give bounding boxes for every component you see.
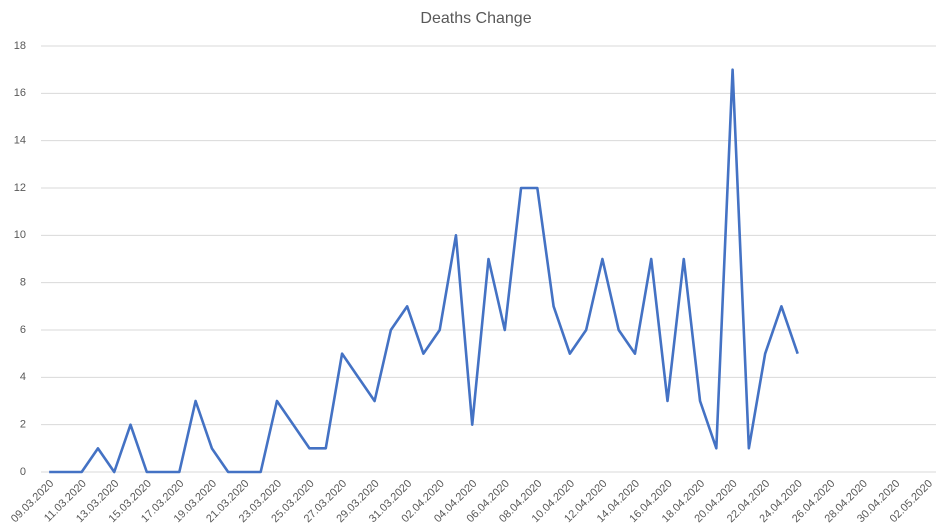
y-tick-label: 10 <box>14 229 26 241</box>
data-line <box>49 68 799 474</box>
y-tick-label: 4 <box>20 371 26 383</box>
y-tick-label: 2 <box>20 419 26 431</box>
y-tick-label: 8 <box>20 277 26 289</box>
chart-title: Deaths Change <box>420 10 531 27</box>
y-tick-label: 6 <box>20 324 26 336</box>
y-tick-label: 18 <box>14 40 26 52</box>
y-tick-label: 14 <box>14 135 26 147</box>
y-tick-label: 12 <box>14 182 26 194</box>
y-tick-label: 16 <box>14 87 26 99</box>
y-tick-label: 0 <box>20 466 26 478</box>
